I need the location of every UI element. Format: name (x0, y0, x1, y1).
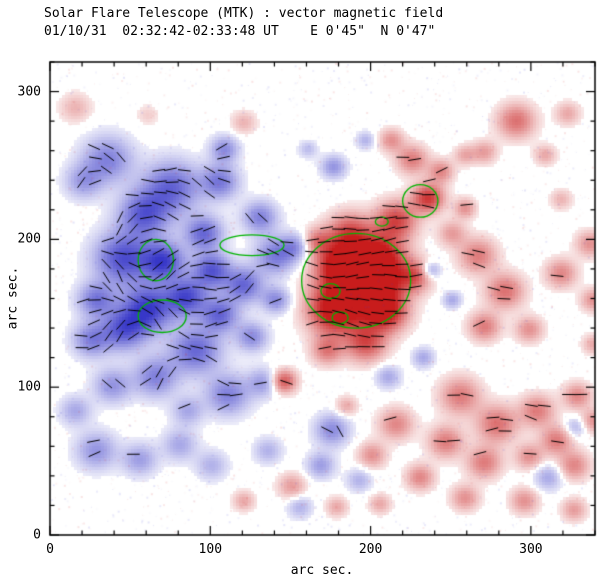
y-axis-label: arc sec. (5, 266, 21, 330)
plot-subtitle: 01/10/31 02:32:42-02:33:48 UT E 0'45" N … (44, 24, 436, 39)
y-tick-label: 100 (17, 379, 41, 395)
y-tick-label: 300 (17, 84, 41, 100)
x-tick-label: 0 (46, 542, 54, 557)
plot-title: Solar Flare Telescope (MTK) : vector mag… (44, 6, 444, 21)
y-tick-label: 0 (33, 527, 41, 543)
x-tick-label: 200 (358, 542, 383, 557)
y-tick-label: 200 (17, 231, 41, 247)
x-tick-label: 300 (519, 542, 543, 557)
x-axis-label: arc sec. (290, 563, 354, 578)
x-tick-label: 100 (198, 542, 223, 557)
